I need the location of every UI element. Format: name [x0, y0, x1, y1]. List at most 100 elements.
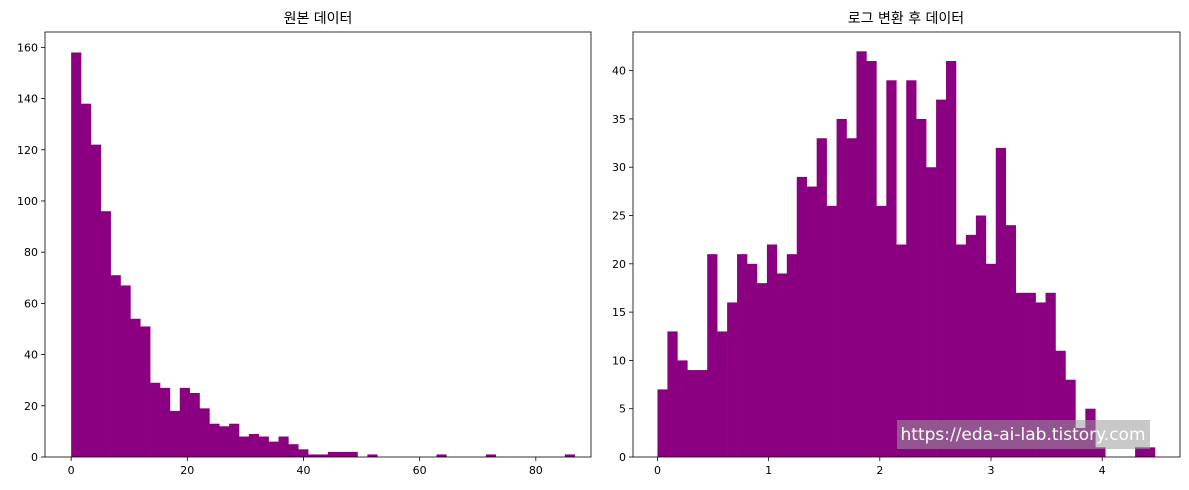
bar-log-30	[955, 244, 967, 457]
bar-original-22	[288, 444, 299, 457]
y-tick-label-original: 20	[24, 400, 38, 413]
bars-log	[657, 51, 1156, 458]
bar-original-27	[337, 451, 348, 457]
y-tick-label-original: 80	[24, 246, 38, 259]
bar-original-13	[199, 408, 210, 457]
bar-log-2	[677, 360, 688, 457]
bar-log-7	[727, 302, 738, 457]
x-tick-label-log: 0	[654, 464, 661, 477]
bar-log-15	[806, 186, 817, 458]
bar-log-35	[1005, 225, 1016, 457]
bar-original-18	[248, 433, 260, 457]
ticks-original: 0 20 40 60 80 0 20 40 60 80 100 120 140 160	[17, 41, 543, 477]
watermark-backdrop	[897, 420, 1150, 449]
bar-log-3	[687, 370, 698, 457]
y-tick-label-original: 140	[17, 93, 38, 106]
bar-original-0	[71, 52, 82, 457]
y-tick-label-log: 35	[612, 113, 626, 126]
bar-original-30	[367, 454, 378, 457]
bar-original-8	[150, 382, 161, 457]
x-tick-label-log: 2	[876, 464, 883, 477]
y-tick-label-original: 120	[17, 144, 38, 157]
watermark-text: https://eda-ai-lab.tistory.com	[901, 425, 1146, 445]
y-tick-label-original: 100	[17, 195, 38, 208]
bar-log-10	[756, 283, 768, 457]
y-tick-label-log: 10	[612, 354, 626, 367]
bar-log-19	[846, 138, 857, 457]
bar-log-38	[1035, 302, 1046, 457]
bar-log-9	[747, 263, 758, 457]
bar-original-1	[81, 103, 92, 457]
bar-log-17	[826, 205, 837, 457]
y-tick-label-original: 40	[24, 349, 38, 362]
bar-original-24	[308, 454, 319, 457]
y-tick-label-original: 60	[24, 297, 38, 310]
bar-original-50	[564, 454, 576, 457]
bar-log-11	[766, 244, 778, 457]
bar-original-15	[219, 426, 230, 457]
chart-title-log: 로그 변환 후 데이터	[848, 11, 964, 27]
bar-original-16	[229, 423, 240, 457]
bar-original-9	[160, 387, 171, 457]
bar-log-36	[1015, 292, 1026, 457]
bar-log-13	[786, 254, 798, 457]
bar-log-39	[1045, 292, 1056, 457]
bar-original-5	[120, 285, 131, 457]
bar-log-26	[916, 118, 927, 458]
plot-frame-log	[632, 31, 1181, 458]
bar-log-41	[1065, 379, 1076, 457]
bar-original-26	[327, 451, 339, 457]
bar-log-31	[965, 234, 977, 457]
bar-original-23	[298, 449, 309, 457]
y-tick-label-log: 20	[612, 258, 626, 271]
x-tick-label-original: 60	[413, 464, 427, 477]
bar-log-34	[995, 147, 1007, 457]
watermark: https://eda-ai-lab.tistory.com	[897, 420, 1150, 449]
bar-original-19	[258, 436, 269, 457]
bar-log-16	[816, 138, 827, 457]
y-tick-label-original: 0	[31, 451, 38, 464]
bar-original-3	[100, 211, 111, 457]
bar-log-23	[886, 80, 897, 458]
bar-log-6	[717, 331, 728, 457]
bar-log-top-48	[1135, 447, 1146, 457]
x-tick-label-original: 40	[296, 464, 310, 477]
y-tick-label-log: 25	[612, 210, 626, 223]
bar-log-25	[906, 80, 917, 458]
histogram-original-axes: 원본 데이터 0 20 40 60 80 0 20 40 60 80 100 120 140 160	[17, 11, 592, 477]
bar-log-32	[975, 215, 987, 457]
bar-log-12	[776, 273, 788, 457]
y-tick-label-log: 15	[612, 306, 626, 319]
bar-log-18	[836, 118, 847, 458]
bar-log-1	[667, 331, 678, 457]
bar-log-top-49	[1145, 447, 1156, 457]
bar-original-4	[110, 275, 121, 457]
x-tick-label-log: 3	[987, 464, 994, 477]
bar-log-0	[657, 389, 668, 457]
y-tick-label-log: 0	[619, 451, 626, 464]
bar-log-5	[707, 254, 718, 457]
chart-title-original: 원본 데이터	[284, 11, 353, 27]
bar-log-28	[936, 99, 947, 458]
bar-original-17	[239, 436, 250, 457]
bar-log-22	[876, 205, 887, 457]
y-tick-label-log: 30	[612, 161, 626, 174]
bar-original-7	[140, 326, 151, 457]
bar-log-40	[1055, 350, 1066, 457]
bar-log-44	[1095, 447, 1106, 457]
bar-original-20	[268, 441, 279, 457]
bar-original-21	[278, 436, 289, 457]
bar-original-2	[90, 144, 102, 457]
bar-log-37	[1025, 292, 1036, 457]
bar-log-29	[946, 60, 957, 457]
bar-original-37	[436, 454, 447, 457]
bar-log-33	[985, 263, 997, 457]
x-tick-label-log: 1	[765, 464, 772, 477]
bar-original-25	[318, 454, 329, 457]
bar-log-24	[896, 244, 907, 457]
y-tick-label-original: 160	[17, 41, 38, 54]
bar-log-20	[856, 51, 867, 457]
